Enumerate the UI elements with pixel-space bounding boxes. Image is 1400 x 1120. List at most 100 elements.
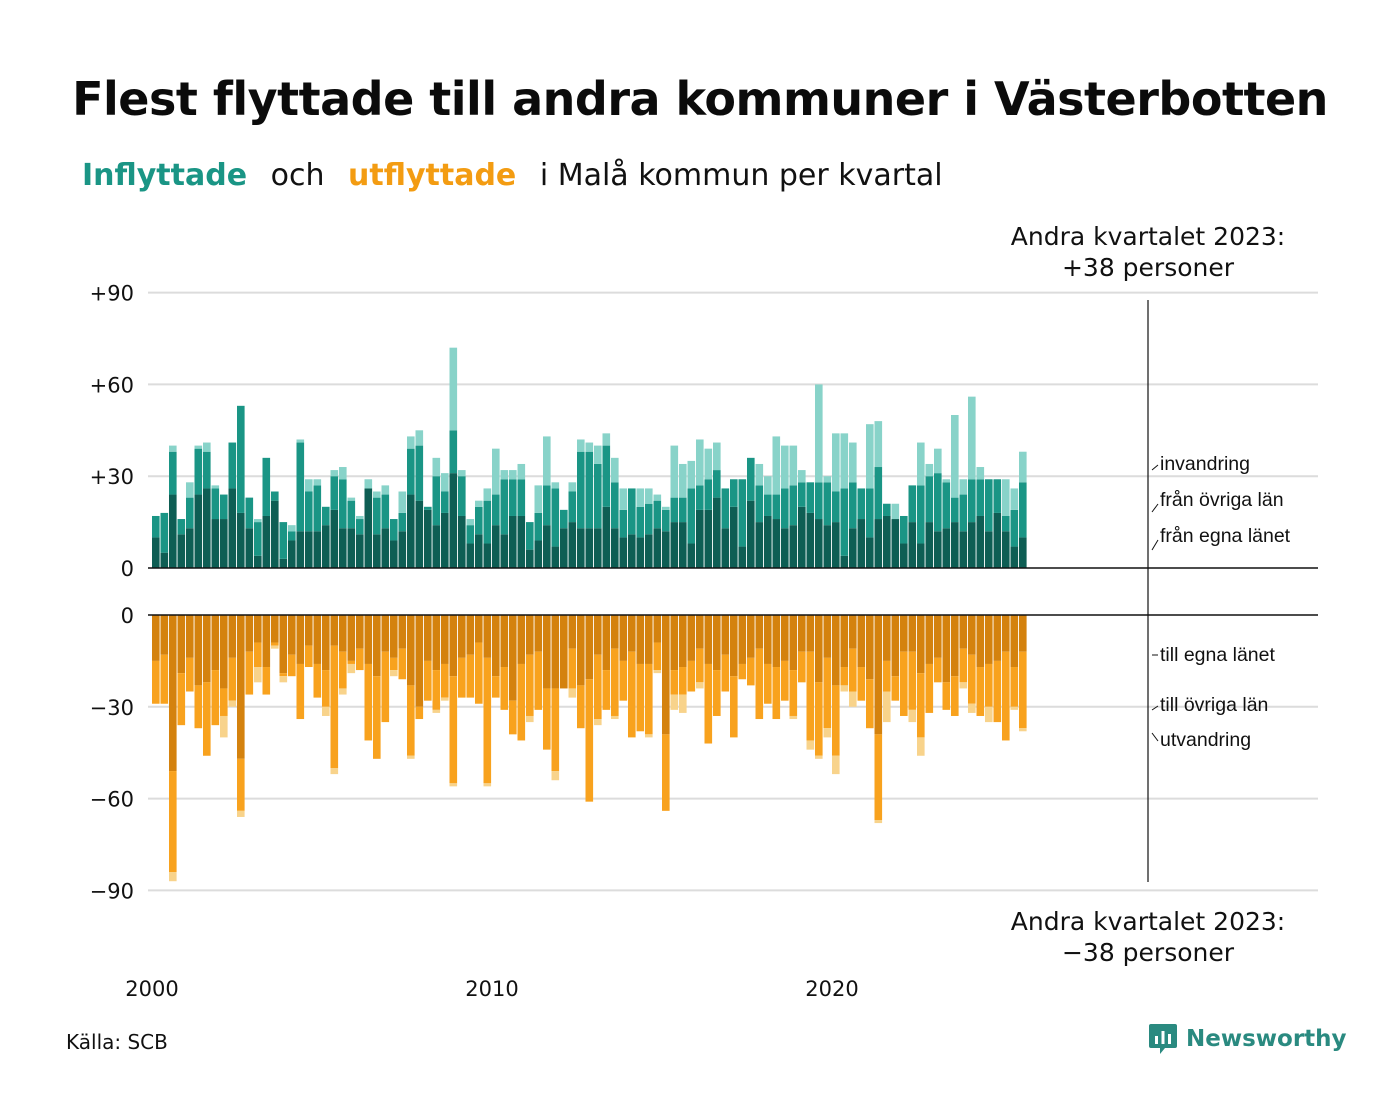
bar-in-1-72 (764, 494, 772, 516)
bar-in-2-50 (577, 439, 585, 452)
bar-in-1-59 (653, 500, 662, 529)
bar-in-1-12 (254, 522, 262, 556)
bar-in-0-12 (254, 555, 262, 568)
subtitle-rest: i Malå kommun per kvartal (539, 158, 943, 193)
bar-out-0-86 (883, 615, 891, 661)
bar-out-1-0 (152, 660, 160, 704)
bar-out-1-34 (441, 663, 449, 698)
bar-in-0-88 (900, 543, 908, 568)
bar-out-0-31 (415, 615, 424, 707)
bar-out-1-94 (951, 676, 959, 716)
bar-in-1-14 (271, 491, 279, 501)
bar-in-2-2 (169, 445, 177, 452)
bar-in-0-61 (670, 522, 679, 568)
bar-in-2-26 (373, 491, 381, 498)
bar-in-2-97 (976, 467, 985, 480)
bar-out-0-18 (305, 615, 313, 646)
bar-out-0-49 (568, 615, 577, 649)
bar-in-0-51 (585, 528, 594, 568)
bar-out-0-72 (764, 615, 772, 664)
bar-out-0-44 (526, 615, 534, 655)
bar-in-1-47 (551, 488, 560, 547)
bar-in-2-61 (670, 445, 679, 498)
bar-out-2-82 (849, 691, 857, 707)
bar-out-1-47 (551, 688, 560, 772)
bar-in-2-5 (194, 445, 203, 449)
bar-in-0-30 (407, 494, 415, 568)
bar-in-2-23 (347, 497, 356, 501)
bar-out-0-61 (670, 615, 679, 671)
bar-out-1-27 (381, 651, 390, 723)
bar-in-1-37 (466, 525, 475, 544)
bar-out-1-79 (823, 657, 832, 729)
bar-in-2-36 (458, 470, 466, 477)
bar-in-0-97 (976, 515, 985, 568)
bar-out-1-83 (857, 667, 866, 701)
bar-in-2-49 (568, 482, 577, 492)
bar-out-0-79 (823, 615, 832, 658)
bar-in-1-21 (330, 476, 339, 510)
bar-out-0-20 (322, 615, 330, 671)
bar-out-0-70 (747, 615, 755, 658)
bar-out-1-3 (177, 673, 186, 726)
bar-in-0-8 (220, 519, 228, 568)
bar-in-0-2 (169, 494, 177, 568)
bar-out-0-90 (917, 615, 925, 674)
bar-out-1-96 (968, 654, 976, 704)
bar-out-0-80 (832, 615, 840, 686)
bar-out-0-67 (721, 615, 730, 655)
bar-out-0-52 (594, 615, 602, 655)
bar-in-2-19 (313, 479, 322, 486)
bar-in-1-1 (160, 512, 169, 553)
bar-in-0-26 (373, 534, 381, 568)
bar-in-0-78 (815, 519, 823, 568)
bar-out-1-87 (891, 676, 900, 701)
bar-in-0-22 (339, 528, 347, 568)
bar-out-1-25 (364, 663, 373, 741)
bar-in-1-55 (619, 509, 628, 538)
bar-in-0-92 (934, 531, 942, 568)
bar-in-0-102 (1019, 537, 1027, 568)
bar-in-1-61 (670, 497, 679, 523)
bar-in-0-16 (288, 540, 296, 568)
bar-in-1-82 (849, 482, 857, 529)
bar-out-0-15 (279, 615, 288, 674)
bar-in-0-65 (704, 509, 713, 568)
bar-in-1-8 (220, 494, 228, 520)
bar-in-0-60 (662, 531, 670, 568)
bar-in-0-17 (296, 531, 305, 568)
bar-in-2-27 (381, 485, 390, 495)
bar-out-0-6 (203, 615, 211, 683)
bar-out-2-2 (169, 872, 177, 882)
bar-out-0-29 (398, 615, 407, 649)
bar-in-2-12 (254, 519, 262, 523)
bar-out-1-86 (883, 660, 891, 692)
bar-out-1-99 (993, 660, 1002, 723)
bar-out-0-0 (152, 615, 160, 661)
bar-in-1-74 (781, 488, 789, 529)
y-tick-bottom-2: −60 (90, 788, 134, 812)
bar-out-0-27 (381, 615, 390, 652)
bar-out-0-16 (288, 615, 296, 655)
bar-in-1-10 (237, 405, 245, 513)
bar-out-2-98 (985, 706, 993, 723)
annotation-bottom-line2: −38 personer (1062, 938, 1235, 967)
bar-in-0-28 (390, 540, 398, 568)
bar-in-0-21 (330, 509, 339, 568)
bar-in-1-23 (347, 500, 356, 529)
bar-in-0-72 (764, 515, 772, 568)
bar-in-2-79 (823, 476, 832, 483)
bar-in-2-55 (619, 488, 628, 510)
bar-in-1-70 (747, 457, 755, 501)
bar-in-2-84 (866, 424, 874, 489)
bar-out-1-70 (747, 657, 755, 686)
bar-out-1-30 (407, 685, 415, 756)
bar-in-2-102 (1019, 451, 1027, 483)
bar-out-2-22 (339, 688, 347, 695)
bar-in-1-32 (424, 506, 432, 510)
bar-out-2-47 (551, 771, 560, 781)
bar-in-0-73 (772, 519, 781, 568)
bar-in-0-35 (449, 473, 458, 568)
bar-in-1-24 (356, 519, 364, 535)
bar-in-0-64 (696, 509, 704, 568)
